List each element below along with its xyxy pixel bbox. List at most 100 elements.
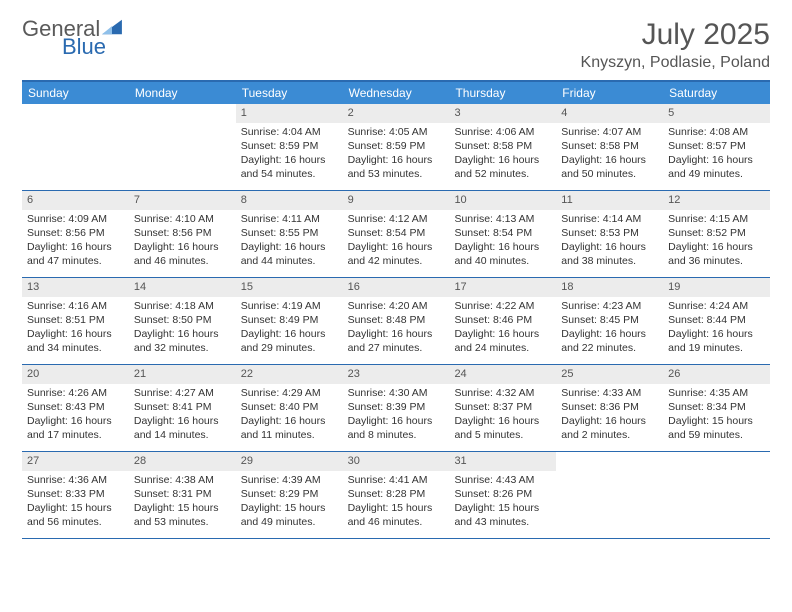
day-7: 7Sunrise: 4:10 AMSunset: 8:56 PMDaylight… (129, 191, 236, 277)
sunrise-line: Sunrise: 4:19 AM (241, 299, 338, 313)
daylight-line: Daylight: 16 hours and 34 minutes. (27, 327, 124, 355)
week-row: 27Sunrise: 4:36 AMSunset: 8:33 PMDayligh… (22, 452, 770, 539)
week-row: 6Sunrise: 4:09 AMSunset: 8:56 PMDaylight… (22, 191, 770, 278)
sunrise-line: Sunrise: 4:39 AM (241, 473, 338, 487)
day-17: 17Sunrise: 4:22 AMSunset: 8:46 PMDayligh… (449, 278, 556, 364)
day-number: 17 (449, 278, 556, 297)
daylight-line: Daylight: 16 hours and 50 minutes. (561, 153, 658, 181)
day-body: Sunrise: 4:09 AMSunset: 8:56 PMDaylight:… (22, 210, 129, 273)
sunset-line: Sunset: 8:31 PM (134, 487, 231, 501)
sunrise-line: Sunrise: 4:36 AM (27, 473, 124, 487)
daylight-line: Daylight: 15 hours and 53 minutes. (134, 501, 231, 529)
day-number: 8 (236, 191, 343, 210)
daylight-line: Daylight: 16 hours and 22 minutes. (561, 327, 658, 355)
day-body: Sunrise: 4:35 AMSunset: 8:34 PMDaylight:… (663, 384, 770, 447)
sunrise-line: Sunrise: 4:14 AM (561, 212, 658, 226)
daylight-line: Daylight: 16 hours and 52 minutes. (454, 153, 551, 181)
day-number: 7 (129, 191, 236, 210)
sunrise-line: Sunrise: 4:43 AM (454, 473, 551, 487)
day-body: Sunrise: 4:10 AMSunset: 8:56 PMDaylight:… (129, 210, 236, 273)
sunrise-line: Sunrise: 4:22 AM (454, 299, 551, 313)
daylight-line: Daylight: 16 hours and 49 minutes. (668, 153, 765, 181)
day-body: Sunrise: 4:15 AMSunset: 8:52 PMDaylight:… (663, 210, 770, 273)
day-number: 16 (343, 278, 450, 297)
day-body: Sunrise: 4:04 AMSunset: 8:59 PMDaylight:… (236, 123, 343, 186)
title-block: July 2025 Knyszyn, Podlasie, Poland (581, 18, 770, 72)
day-29: 29Sunrise: 4:39 AMSunset: 8:29 PMDayligh… (236, 452, 343, 538)
day-number: 27 (22, 452, 129, 471)
day-body: Sunrise: 4:36 AMSunset: 8:33 PMDaylight:… (22, 471, 129, 534)
day-15: 15Sunrise: 4:19 AMSunset: 8:49 PMDayligh… (236, 278, 343, 364)
day-12: 12Sunrise: 4:15 AMSunset: 8:52 PMDayligh… (663, 191, 770, 277)
sunset-line: Sunset: 8:41 PM (134, 400, 231, 414)
sunrise-line: Sunrise: 4:38 AM (134, 473, 231, 487)
day-number: 24 (449, 365, 556, 384)
weeks-container: 1Sunrise: 4:04 AMSunset: 8:59 PMDaylight… (22, 104, 770, 539)
daylight-line: Daylight: 16 hours and 19 minutes. (668, 327, 765, 355)
day-body: Sunrise: 4:32 AMSunset: 8:37 PMDaylight:… (449, 384, 556, 447)
dow-sunday: Sunday (22, 82, 129, 104)
day-13: 13Sunrise: 4:16 AMSunset: 8:51 PMDayligh… (22, 278, 129, 364)
dow-wednesday: Wednesday (343, 82, 450, 104)
day-number: 21 (129, 365, 236, 384)
sunrise-line: Sunrise: 4:29 AM (241, 386, 338, 400)
day-body: Sunrise: 4:16 AMSunset: 8:51 PMDaylight:… (22, 297, 129, 360)
day-9: 9Sunrise: 4:12 AMSunset: 8:54 PMDaylight… (343, 191, 450, 277)
day-number: 26 (663, 365, 770, 384)
sunrise-line: Sunrise: 4:23 AM (561, 299, 658, 313)
dow-saturday: Saturday (663, 82, 770, 104)
empty-cell (556, 452, 663, 538)
dow-thursday: Thursday (449, 82, 556, 104)
week-row: 20Sunrise: 4:26 AMSunset: 8:43 PMDayligh… (22, 365, 770, 452)
day-19: 19Sunrise: 4:24 AMSunset: 8:44 PMDayligh… (663, 278, 770, 364)
sunset-line: Sunset: 8:43 PM (27, 400, 124, 414)
day-number: 28 (129, 452, 236, 471)
sunset-line: Sunset: 8:44 PM (668, 313, 765, 327)
sunrise-line: Sunrise: 4:30 AM (348, 386, 445, 400)
calendar: SundayMondayTuesdayWednesdayThursdayFrid… (22, 80, 770, 539)
daylight-line: Daylight: 15 hours and 46 minutes. (348, 501, 445, 529)
daylight-line: Daylight: 16 hours and 42 minutes. (348, 240, 445, 268)
day-22: 22Sunrise: 4:29 AMSunset: 8:40 PMDayligh… (236, 365, 343, 451)
day-body: Sunrise: 4:24 AMSunset: 8:44 PMDaylight:… (663, 297, 770, 360)
sunset-line: Sunset: 8:52 PM (668, 226, 765, 240)
daylight-line: Daylight: 16 hours and 36 minutes. (668, 240, 765, 268)
day-number: 29 (236, 452, 343, 471)
day-30: 30Sunrise: 4:41 AMSunset: 8:28 PMDayligh… (343, 452, 450, 538)
day-11: 11Sunrise: 4:14 AMSunset: 8:53 PMDayligh… (556, 191, 663, 277)
day-body: Sunrise: 4:43 AMSunset: 8:26 PMDaylight:… (449, 471, 556, 534)
sunrise-line: Sunrise: 4:12 AM (348, 212, 445, 226)
day-number: 12 (663, 191, 770, 210)
sunrise-line: Sunrise: 4:35 AM (668, 386, 765, 400)
day-body: Sunrise: 4:41 AMSunset: 8:28 PMDaylight:… (343, 471, 450, 534)
sunrise-line: Sunrise: 4:05 AM (348, 125, 445, 139)
day-31: 31Sunrise: 4:43 AMSunset: 8:26 PMDayligh… (449, 452, 556, 538)
sunset-line: Sunset: 8:40 PM (241, 400, 338, 414)
sunrise-line: Sunrise: 4:04 AM (241, 125, 338, 139)
day-body: Sunrise: 4:30 AMSunset: 8:39 PMDaylight:… (343, 384, 450, 447)
day-10: 10Sunrise: 4:13 AMSunset: 8:54 PMDayligh… (449, 191, 556, 277)
day-1: 1Sunrise: 4:04 AMSunset: 8:59 PMDaylight… (236, 104, 343, 190)
sunset-line: Sunset: 8:53 PM (561, 226, 658, 240)
day-27: 27Sunrise: 4:36 AMSunset: 8:33 PMDayligh… (22, 452, 129, 538)
day-body: Sunrise: 4:14 AMSunset: 8:53 PMDaylight:… (556, 210, 663, 273)
week-row: 13Sunrise: 4:16 AMSunset: 8:51 PMDayligh… (22, 278, 770, 365)
day-body: Sunrise: 4:23 AMSunset: 8:45 PMDaylight:… (556, 297, 663, 360)
sunrise-line: Sunrise: 4:09 AM (27, 212, 124, 226)
day-number: 11 (556, 191, 663, 210)
day-body: Sunrise: 4:06 AMSunset: 8:58 PMDaylight:… (449, 123, 556, 186)
sunrise-line: Sunrise: 4:13 AM (454, 212, 551, 226)
daylight-line: Daylight: 16 hours and 40 minutes. (454, 240, 551, 268)
day-number: 13 (22, 278, 129, 297)
sunrise-line: Sunrise: 4:26 AM (27, 386, 124, 400)
day-number: 23 (343, 365, 450, 384)
daylight-line: Daylight: 15 hours and 56 minutes. (27, 501, 124, 529)
day-8: 8Sunrise: 4:11 AMSunset: 8:55 PMDaylight… (236, 191, 343, 277)
sunset-line: Sunset: 8:57 PM (668, 139, 765, 153)
sunrise-line: Sunrise: 4:11 AM (241, 212, 338, 226)
month-title: July 2025 (581, 18, 770, 52)
daylight-line: Daylight: 15 hours and 59 minutes. (668, 414, 765, 442)
day-number: 19 (663, 278, 770, 297)
sunset-line: Sunset: 8:54 PM (348, 226, 445, 240)
day-number: 31 (449, 452, 556, 471)
